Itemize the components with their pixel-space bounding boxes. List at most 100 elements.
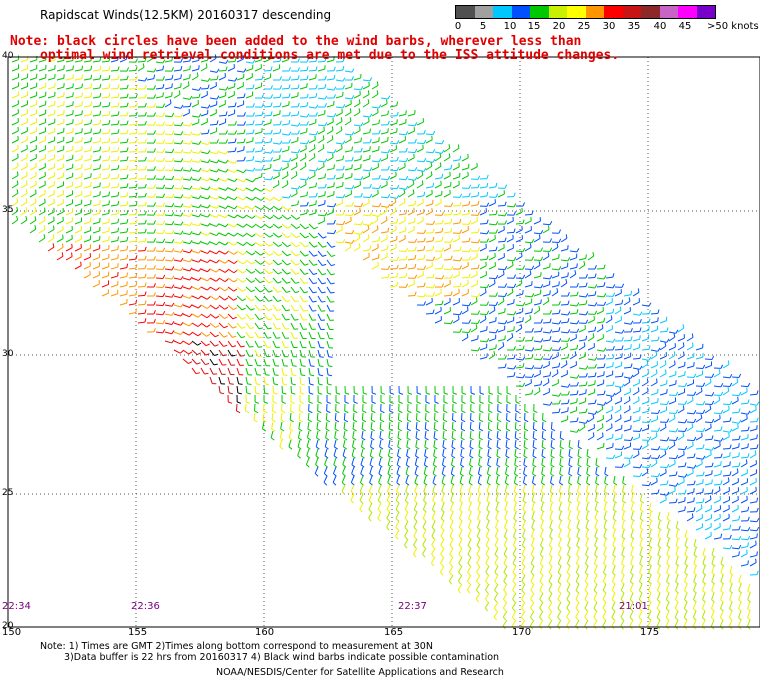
wind-barb (587, 372, 597, 378)
wind-barb (398, 209, 408, 216)
wind-barb (379, 412, 385, 423)
wind-barb (567, 547, 571, 558)
wind-barb (522, 520, 527, 531)
wind-barb (665, 592, 670, 603)
wind-barb (146, 157, 156, 162)
wind-barb (326, 208, 334, 216)
wind-barb (532, 466, 537, 477)
wind-barb (413, 520, 418, 531)
wind-barb (236, 73, 245, 81)
wind-barb (449, 511, 454, 522)
wind-barb (506, 261, 514, 270)
wind-barb (83, 182, 92, 189)
wind-barb (461, 385, 467, 395)
wind-barb (65, 74, 74, 81)
wind-barb (533, 299, 542, 306)
wind-barb (740, 410, 751, 415)
wind-barb (650, 347, 661, 352)
wind-barb (533, 338, 544, 343)
wind-barb (173, 104, 184, 109)
wind-barb (470, 191, 480, 198)
wind-barb (578, 423, 586, 432)
wind-barb (362, 167, 373, 172)
wind-barb (191, 277, 202, 281)
wind-barb (317, 250, 327, 257)
wind-barb (146, 283, 156, 288)
wind-barb (389, 256, 400, 261)
wind-barb (521, 556, 526, 567)
wind-barb (254, 304, 264, 311)
wind-barb (209, 241, 220, 246)
wind-barb (666, 574, 670, 585)
wind-barb (425, 130, 436, 136)
wind-barb (704, 531, 712, 540)
wind-barb (722, 444, 732, 450)
wind-barb (614, 361, 623, 369)
wind-barb (344, 68, 355, 73)
wind-barb (227, 91, 235, 99)
wind-barb (488, 182, 498, 189)
wind-barb (641, 309, 651, 315)
wind-barb (596, 354, 606, 360)
wind-barb (632, 369, 640, 378)
wind-barb (704, 392, 715, 397)
wind-barb (227, 77, 238, 82)
wind-barb (740, 478, 748, 486)
wind-barb (522, 502, 527, 513)
wind-barb (173, 176, 184, 181)
wind-barb (380, 165, 390, 171)
wind-barb (110, 120, 120, 126)
wind-barb (353, 86, 364, 91)
wind-barb (200, 240, 211, 245)
wind-barb (92, 244, 101, 252)
wind-barb (470, 228, 480, 234)
wind-barb (272, 268, 282, 275)
wind-barb (596, 275, 607, 280)
wind-barb (485, 538, 490, 549)
wind-barb (639, 511, 644, 522)
wind-barb (514, 439, 519, 450)
wind-barb (272, 64, 281, 72)
wind-barb (56, 118, 65, 126)
wind-barb (101, 57, 111, 63)
wind-barb (326, 126, 334, 135)
wind-barb (101, 173, 111, 180)
wind-barb (470, 175, 481, 180)
wind-barb (596, 371, 605, 378)
wind-barb (263, 313, 273, 321)
wind-barb (191, 118, 200, 126)
wind-barb (406, 448, 411, 459)
wind-barb (541, 466, 546, 477)
wind-barb (595, 466, 600, 477)
wind-barb (710, 601, 715, 612)
wind-barb (497, 292, 508, 297)
wind-barb (668, 360, 676, 369)
wind-barb (416, 271, 424, 279)
wind-barb (497, 308, 506, 315)
wind-barb (47, 136, 56, 144)
wind-barb (218, 150, 229, 155)
wind-barb (524, 281, 533, 288)
wind-barb (352, 421, 357, 432)
wind-barb (200, 322, 211, 328)
wind-barb (407, 403, 412, 414)
wind-barb (317, 358, 324, 367)
wind-barb (695, 401, 706, 406)
wind-barb (505, 457, 510, 468)
wind-barb (361, 430, 366, 441)
wind-barb (666, 556, 671, 567)
wind-barb (719, 610, 724, 621)
wind-barb (533, 217, 541, 225)
wind-barb (560, 245, 569, 252)
wind-barb (695, 514, 703, 522)
wind-barb (407, 385, 413, 395)
wind-barb (164, 302, 175, 307)
wind-barb (459, 466, 464, 477)
wind-barb (559, 430, 565, 441)
wind-barb (666, 538, 671, 549)
wind-barb (173, 331, 184, 335)
wind-barb (668, 370, 677, 378)
wind-barb (11, 144, 19, 153)
wind-barb (362, 113, 373, 118)
wind-barb (578, 311, 589, 316)
